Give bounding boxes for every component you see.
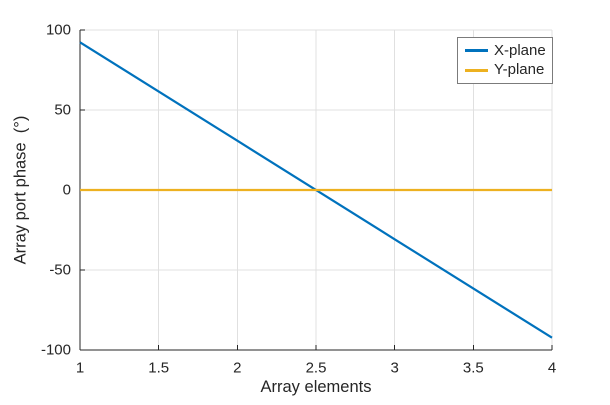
y-plane-line-swatch	[465, 69, 488, 72]
x-tick-label-4: 4	[548, 359, 556, 376]
x-tick-label-3: 3	[390, 359, 398, 376]
legend-entry-x-plane: X-plane	[465, 42, 546, 60]
x-tick-label-3.5: 3.5	[463, 359, 484, 376]
x-tick-label-2: 2	[233, 359, 241, 376]
y-axis-label: Array port phase (°)	[11, 115, 30, 265]
y-tick-label--50: -50	[49, 262, 71, 279]
x-plane-line-swatch	[465, 49, 488, 52]
y-tick-label-0: 0	[63, 182, 71, 199]
x-tick-label-1: 1	[76, 359, 84, 376]
y-tick-label--100: -100	[41, 342, 71, 359]
legend-entry-y-plane: Y-plane	[465, 61, 546, 79]
legend-label-y-plane: Y-plane	[494, 61, 545, 79]
y-tick-label-100: 100	[46, 22, 71, 39]
legend: X-plane Y-plane	[457, 37, 553, 84]
x-axis-label: Array elements	[260, 378, 372, 396]
x-tick-label-2.5: 2.5	[306, 359, 327, 376]
y-tick-label-50: 50	[54, 102, 71, 119]
legend-label-x-plane: X-plane	[494, 41, 546, 59]
x-tick-label-1.5: 1.5	[148, 359, 169, 376]
